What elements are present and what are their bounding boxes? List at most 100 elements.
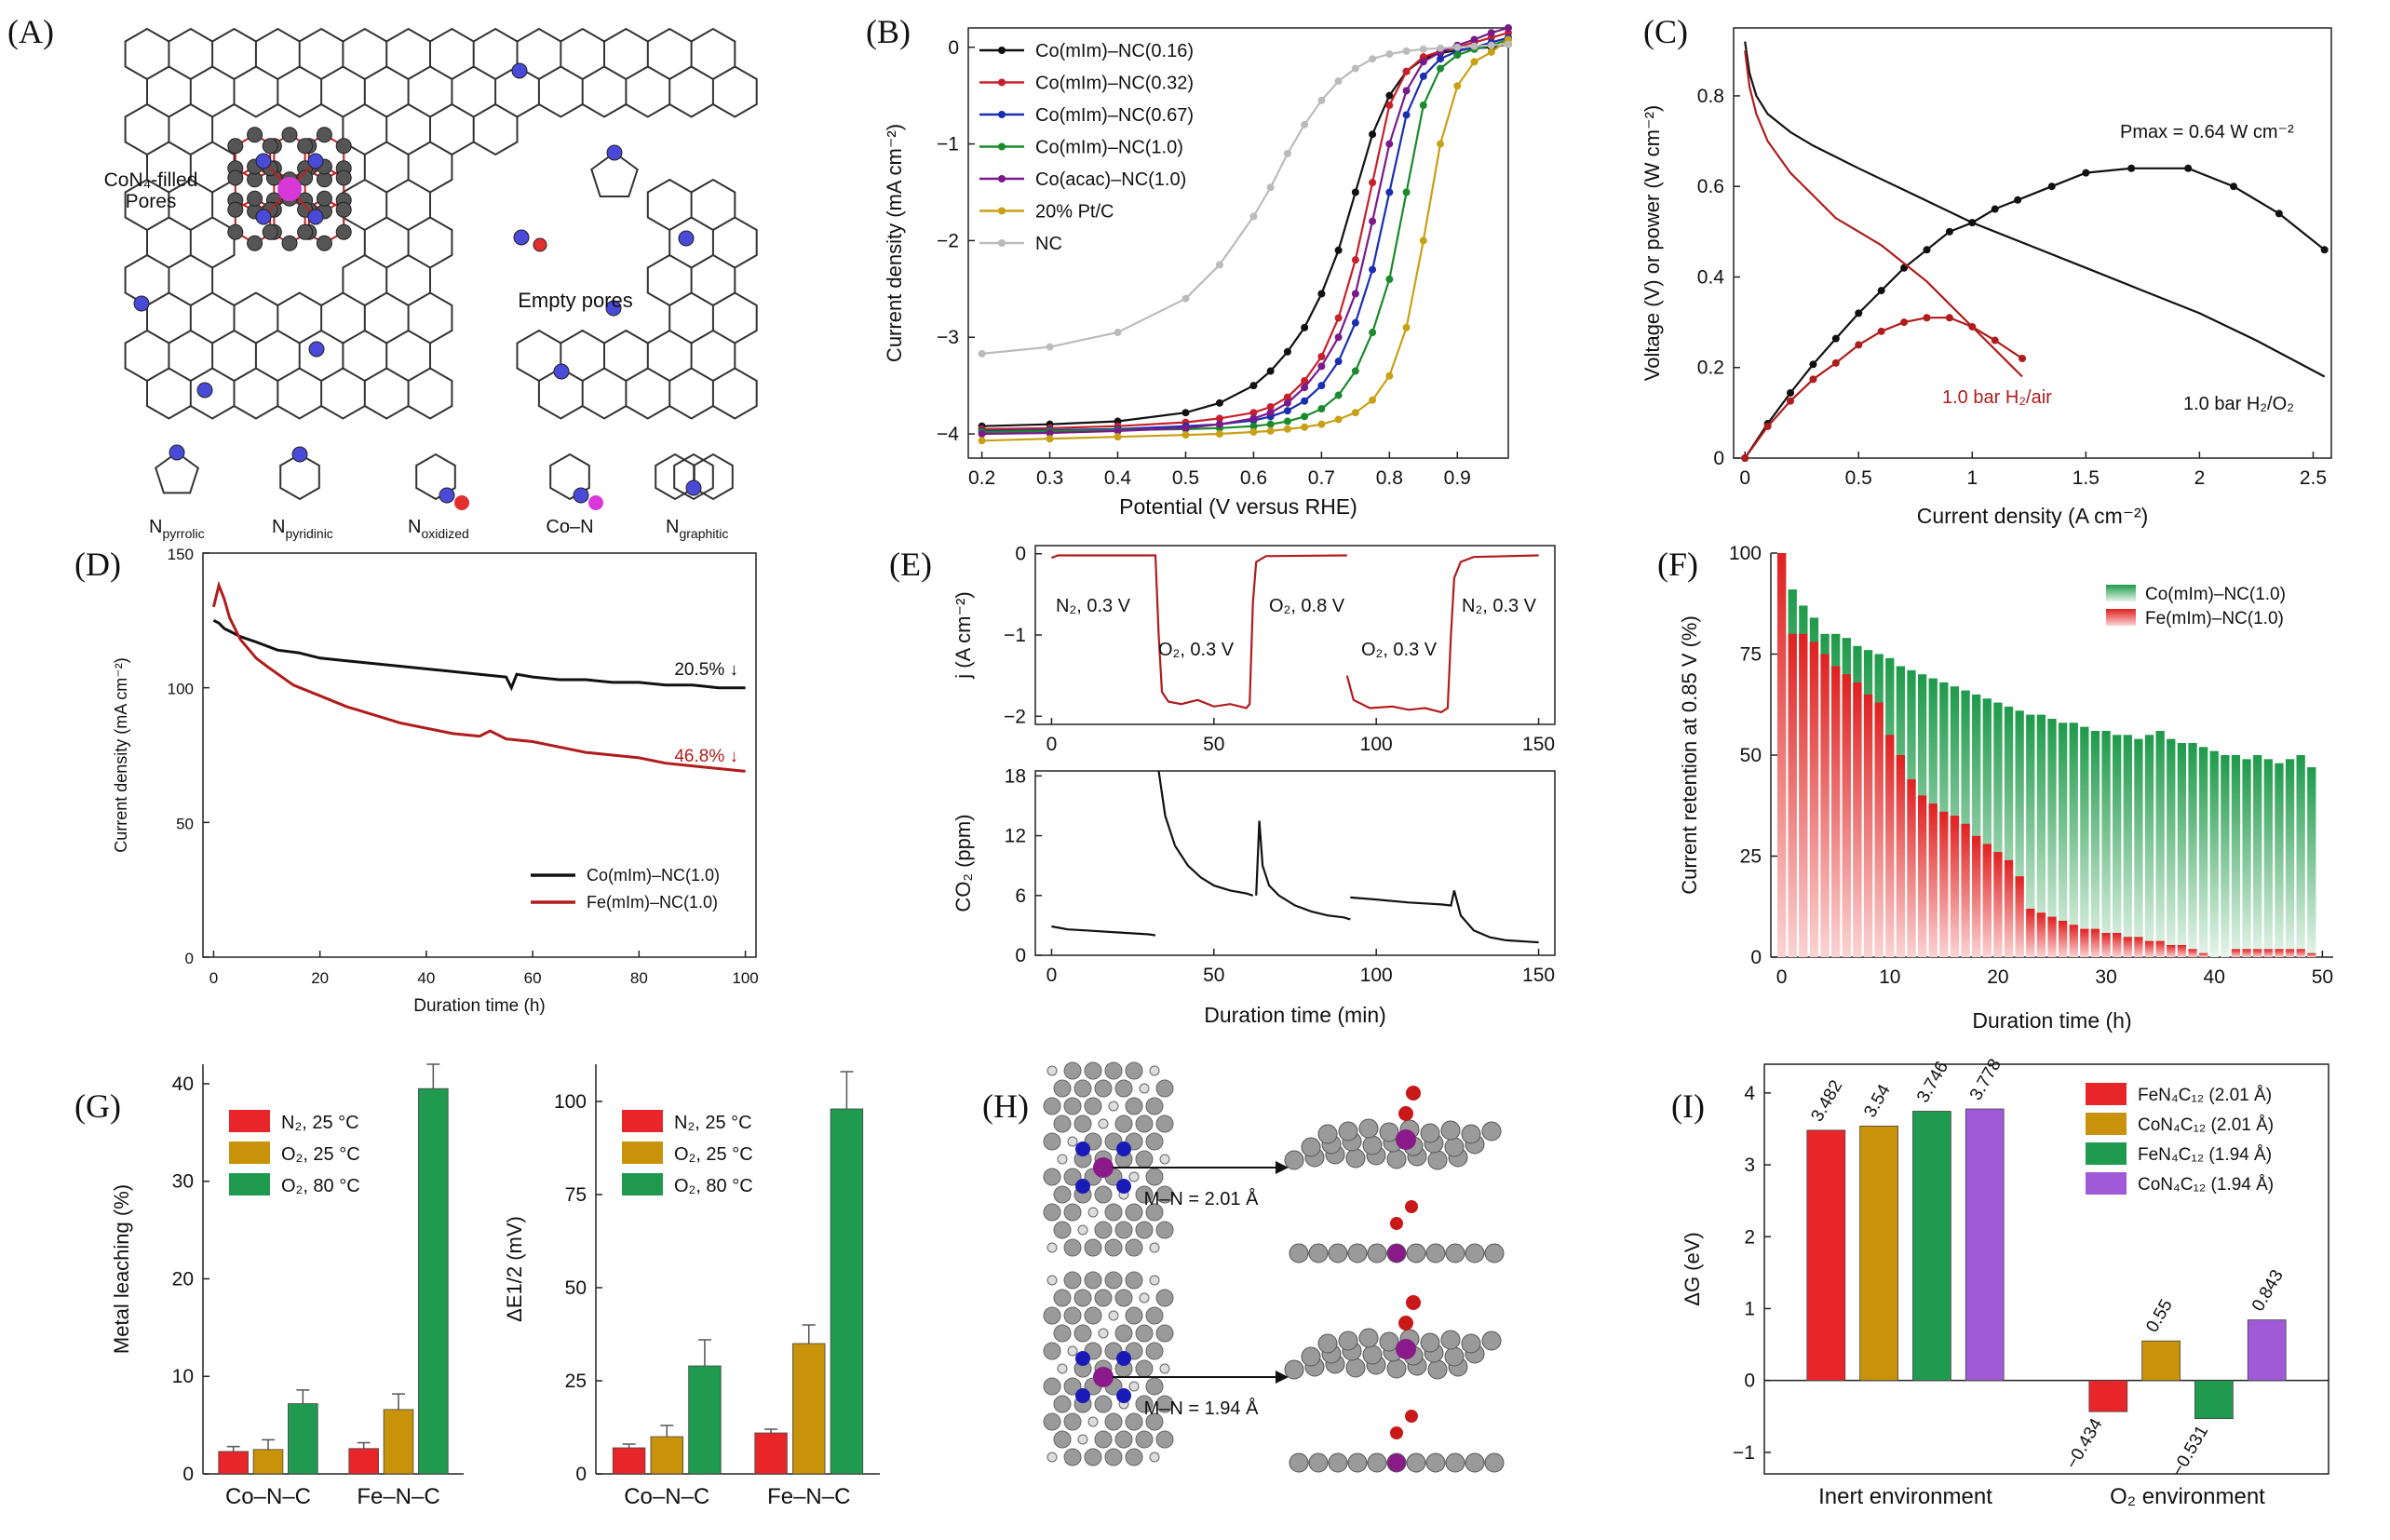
plot-frame	[1733, 27, 2332, 459]
nitrogen-atom	[1075, 1141, 1090, 1156]
x-axis-label: Duration time (min)	[1204, 1003, 1386, 1027]
carbon-atom	[1046, 1242, 1058, 1253]
bar	[830, 1108, 864, 1475]
con4-label: CoN₄-filled	[104, 169, 198, 191]
data-point	[1215, 399, 1223, 407]
data-point	[1334, 391, 1343, 399]
bar	[2167, 738, 2176, 957]
carbon-atom	[1481, 1331, 1502, 1351]
data-point	[1470, 58, 1479, 66]
bar	[1874, 702, 1884, 957]
pentagon-defect	[590, 151, 639, 197]
data-point	[1923, 246, 1931, 254]
carbon-atom	[1358, 1328, 1379, 1348]
carbon-atom	[1155, 1185, 1174, 1204]
data-point	[1334, 77, 1343, 86]
carbon-atom	[1094, 1221, 1113, 1239]
metal-atom	[1093, 1367, 1114, 1387]
carbon-atom	[1145, 1342, 1164, 1360]
data-label: 3.482	[1807, 1077, 1846, 1126]
data-point	[1855, 341, 1863, 349]
n-type-main: N	[408, 517, 421, 537]
bar	[2101, 730, 2111, 957]
annotation: 20.5% ↓	[674, 660, 738, 680]
carbon-atom	[281, 127, 298, 143]
carbon-atom	[1063, 1238, 1082, 1257]
annotation: O₂, 0.3 V	[1361, 640, 1438, 660]
carbon-atom	[1067, 1345, 1078, 1357]
data-point	[1369, 265, 1377, 274]
data-point	[1831, 334, 1840, 343]
x-tick-label: 50	[2312, 966, 2333, 988]
annotation: N₂, 0.3 V	[1056, 596, 1131, 616]
carbon-atom	[1145, 1306, 1164, 1325]
data-point	[1402, 111, 1411, 119]
data-point	[1437, 44, 1445, 52]
y-axis-label: Metal leaching (%)	[110, 1184, 133, 1354]
legend-swatch	[2086, 1142, 2127, 1165]
bar	[2247, 1319, 2287, 1382]
carbon-atom	[1108, 1101, 1119, 1112]
data-label: 0.843	[2248, 1266, 2288, 1315]
panel-letter: (A)	[7, 13, 54, 50]
data-point	[1181, 294, 1190, 303]
legend-swatch	[622, 1141, 663, 1164]
y-tick-label: −2	[1004, 706, 1026, 727]
carbon-atom	[1043, 1377, 1061, 1396]
x-tick-label: 100	[1360, 734, 1393, 755]
data-label: −0.434	[2062, 1415, 2107, 1473]
y-tick-label: 50	[1740, 745, 1762, 766]
carbon-atom	[335, 169, 352, 186]
data-point	[1369, 329, 1377, 337]
nitrogen-atom	[511, 62, 528, 79]
carbon-atom	[1379, 1331, 1399, 1352]
carbon-atom	[1149, 1452, 1160, 1463]
data-point	[1266, 402, 1275, 411]
bar	[2177, 944, 2187, 957]
carbon-atom	[316, 235, 332, 251]
carbon-atom	[1073, 1079, 1092, 1098]
data-point	[1283, 425, 1291, 433]
carbon-atom	[1328, 1452, 1348, 1473]
carbon-atom	[335, 138, 352, 155]
carbon-atom	[1145, 1097, 1164, 1115]
data-point	[1402, 323, 1411, 331]
bar	[2194, 1380, 2234, 1420]
data-point	[1334, 333, 1343, 342]
carbon-atom	[1386, 1243, 1407, 1263]
data-point	[2047, 182, 2056, 191]
data-point	[2184, 164, 2193, 172]
carbon-atom	[1046, 1452, 1058, 1463]
x-tick-label: 0.8	[1376, 467, 1403, 489]
data-point	[1877, 287, 1885, 295]
bar	[792, 1343, 826, 1475]
carbon-atom	[1063, 1306, 1082, 1325]
carbon-atom	[1484, 1452, 1505, 1473]
data-point	[1453, 43, 1462, 51]
annotation: N₂, 0.3 V	[1462, 596, 1537, 616]
carbon-atom	[1149, 1242, 1160, 1253]
carbon-atom	[1425, 1452, 1446, 1473]
data-point	[1334, 246, 1343, 254]
data-point	[1301, 120, 1309, 128]
legend-swatch	[2086, 1172, 2127, 1195]
plot-frame	[1034, 770, 1556, 956]
oxygen-atom	[1406, 1295, 1421, 1310]
data-point	[1046, 343, 1054, 351]
data-point	[1301, 384, 1309, 392]
x-tick-label: 0	[1046, 965, 1058, 986]
data-point	[1334, 415, 1343, 424]
legend-label: N₂, 25 °C	[281, 1113, 359, 1133]
data-point	[1181, 409, 1190, 417]
data-point	[1301, 376, 1309, 385]
data-point	[1385, 50, 1394, 59]
carbon-atom	[1362, 1135, 1383, 1155]
y-axis-label: ΔG (eV)	[1681, 1232, 1704, 1305]
carbon-atom	[1155, 1395, 1174, 1413]
bar	[1820, 654, 1830, 957]
metal-atom	[1093, 1157, 1114, 1178]
data-point	[978, 349, 986, 358]
bar	[1912, 1111, 1951, 1382]
carbon-atom	[316, 127, 332, 143]
data-point	[2127, 164, 2136, 172]
